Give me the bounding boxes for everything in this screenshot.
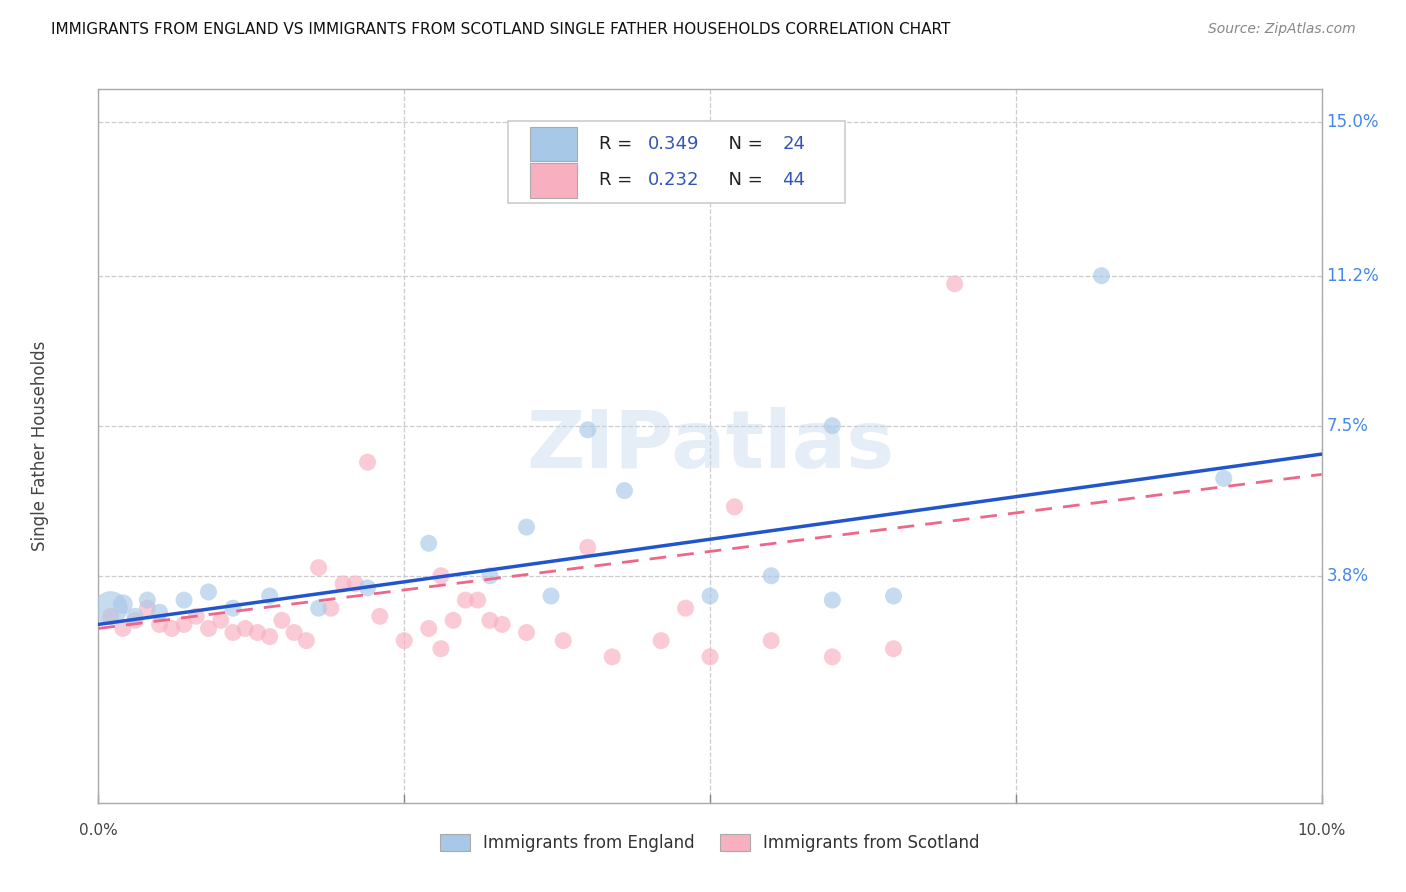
Point: [576, 423, 599, 437]
Point: [222, 625, 245, 640]
Point: [723, 500, 745, 514]
Point: [124, 613, 146, 627]
FancyBboxPatch shape: [508, 121, 845, 203]
Point: [454, 593, 477, 607]
Text: 10.0%: 10.0%: [1298, 823, 1346, 838]
Point: [759, 568, 782, 582]
Point: [600, 649, 623, 664]
Text: 0.232: 0.232: [648, 171, 699, 189]
Point: [209, 613, 232, 627]
Point: [1212, 471, 1234, 485]
Point: [699, 649, 721, 664]
Point: [186, 609, 208, 624]
Point: [478, 568, 501, 582]
Point: [197, 622, 219, 636]
Point: [883, 589, 905, 603]
Point: [430, 641, 453, 656]
Point: [368, 609, 391, 624]
Point: [392, 633, 416, 648]
FancyBboxPatch shape: [530, 163, 576, 197]
Point: [821, 418, 844, 433]
Point: [540, 589, 562, 603]
Point: [233, 622, 256, 636]
Point: [197, 585, 219, 599]
Point: [308, 601, 330, 615]
Point: [478, 613, 501, 627]
Point: [883, 641, 905, 656]
Point: [111, 622, 134, 636]
Point: [576, 541, 599, 555]
Point: [491, 617, 513, 632]
Point: [821, 649, 844, 664]
Point: [100, 601, 122, 615]
Text: 11.2%: 11.2%: [1326, 267, 1379, 285]
Point: [430, 568, 453, 582]
Point: [259, 630, 281, 644]
Point: [308, 560, 330, 574]
Text: Source: ZipAtlas.com: Source: ZipAtlas.com: [1208, 22, 1355, 37]
Text: Single Father Households: Single Father Households: [31, 341, 49, 551]
Point: [356, 581, 378, 595]
Text: IMMIGRANTS FROM ENGLAND VS IMMIGRANTS FROM SCOTLAND SINGLE FATHER HOUSEHOLDS COR: IMMIGRANTS FROM ENGLAND VS IMMIGRANTS FR…: [51, 22, 950, 37]
Point: [136, 593, 159, 607]
Point: [613, 483, 636, 498]
Point: [943, 277, 966, 291]
Point: [418, 622, 440, 636]
Point: [650, 633, 672, 648]
Point: [332, 577, 354, 591]
Point: [441, 613, 464, 627]
Point: [136, 601, 159, 615]
Legend: Immigrants from England, Immigrants from Scotland: Immigrants from England, Immigrants from…: [433, 827, 987, 859]
Text: N =: N =: [717, 136, 769, 153]
Point: [270, 613, 292, 627]
Point: [149, 617, 172, 632]
Text: 24: 24: [782, 136, 806, 153]
Point: [319, 601, 342, 615]
Point: [283, 625, 305, 640]
Point: [173, 593, 195, 607]
Point: [759, 633, 782, 648]
Point: [173, 617, 195, 632]
Point: [344, 577, 367, 591]
Point: [259, 589, 281, 603]
Point: [553, 633, 575, 648]
Point: [246, 625, 269, 640]
FancyBboxPatch shape: [530, 128, 576, 161]
Point: [356, 455, 378, 469]
Point: [1090, 268, 1112, 283]
Point: [418, 536, 440, 550]
Point: [124, 609, 146, 624]
Point: [100, 609, 122, 624]
Point: [675, 601, 697, 615]
Text: 0.349: 0.349: [648, 136, 699, 153]
Text: 0.0%: 0.0%: [79, 823, 118, 838]
Point: [516, 520, 538, 534]
Point: [149, 605, 172, 619]
Text: ZIPatlas: ZIPatlas: [526, 407, 894, 485]
Point: [467, 593, 489, 607]
Point: [516, 625, 538, 640]
Point: [111, 597, 134, 611]
Point: [222, 601, 245, 615]
Text: 3.8%: 3.8%: [1326, 566, 1368, 585]
Text: R =: R =: [599, 171, 638, 189]
Text: 7.5%: 7.5%: [1326, 417, 1368, 434]
Point: [160, 622, 183, 636]
Text: 15.0%: 15.0%: [1326, 112, 1379, 130]
Text: R =: R =: [599, 136, 638, 153]
Point: [821, 593, 844, 607]
Text: N =: N =: [717, 171, 769, 189]
Point: [295, 633, 318, 648]
Point: [699, 589, 721, 603]
Text: 44: 44: [782, 171, 806, 189]
